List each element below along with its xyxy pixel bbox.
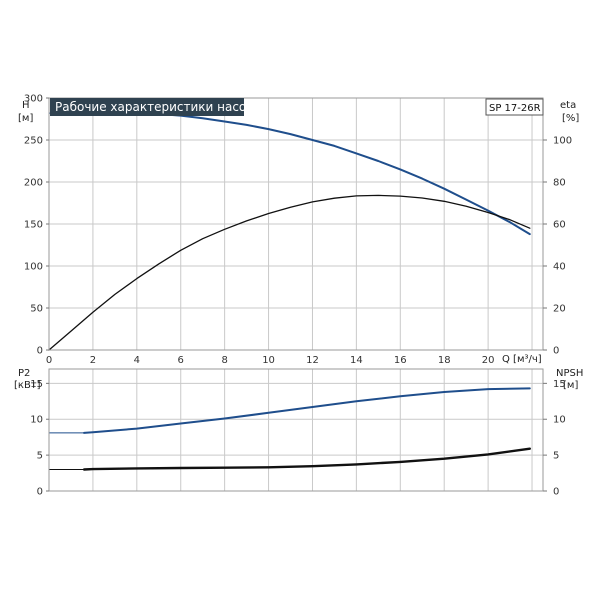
bottom-left-axis-label: P2 — [18, 368, 30, 379]
y-left-tick-label: 250 — [24, 136, 43, 147]
x-tick-label: 8 — [221, 355, 227, 366]
chart-title: Рабочие характеристики насоса — [55, 100, 260, 114]
y-left-tick-label: 0 — [37, 487, 43, 498]
left-axis-series-line — [83, 387, 531, 434]
y-right-tick-label: 0 — [553, 487, 559, 498]
y-right-tick-label: 0 — [553, 346, 559, 357]
top-left-axis-unit: [м] — [18, 113, 33, 124]
y-right-tick-label: 10 — [553, 415, 566, 426]
y-right-tick-label: 20 — [553, 304, 566, 315]
x-tick-label: 16 — [394, 355, 407, 366]
series-layer — [48, 111, 531, 471]
x-tick-label: 2 — [90, 355, 96, 366]
y-left-tick-label: 50 — [30, 304, 43, 315]
y-left-tick-label: 300 — [24, 94, 43, 105]
grid-layer — [49, 97, 543, 491]
x-tick-label: 10 — [262, 355, 275, 366]
x-tick-label: 4 — [134, 355, 140, 366]
y-right-tick-label: 40 — [553, 262, 566, 273]
y-left-tick-label: 15 — [30, 379, 43, 390]
y-left-tick-label: 5 — [37, 451, 43, 462]
x-tick-label: 12 — [306, 355, 319, 366]
plot-frame — [48, 368, 544, 492]
model-label-box — [485, 98, 544, 116]
x-tick-label: 18 — [438, 355, 451, 366]
x-tick-label: 14 — [350, 355, 363, 366]
y-right-tick-label: 5 — [553, 451, 559, 462]
right-axis-series-line — [82, 447, 531, 471]
x-tick-label: 0 — [46, 355, 52, 366]
model-label: SP 17-26R — [489, 103, 541, 114]
y-right-tick-label: 60 — [553, 220, 566, 231]
y-left-tick-label: 100 — [24, 262, 43, 273]
bottom-right-axis-label: NPSH — [556, 368, 583, 379]
y-left-tick-label: 0 — [37, 346, 43, 357]
bottom-right-axis-unit: [м] — [563, 380, 578, 391]
top-right-axis-unit: [%] — [562, 113, 579, 124]
right-axis-series-line — [48, 194, 531, 351]
y-left-tick-label: 150 — [24, 220, 43, 231]
x-axis-label: Q [м³/ч] — [502, 354, 542, 365]
bottom-left-axis-unit: [кВт] — [14, 380, 41, 391]
y-right-tick-label: 80 — [553, 178, 566, 189]
y-left-tick-label: 200 — [24, 178, 43, 189]
left-axis-series-line — [83, 111, 531, 236]
chart-title-box — [50, 98, 244, 116]
y-right-tick-label: 100 — [553, 136, 572, 147]
frame-layer — [48, 97, 544, 492]
y-right-tick-label: 15 — [553, 379, 566, 390]
x-tick-label: 20 — [482, 355, 495, 366]
top-left-axis-label: H — [22, 100, 30, 111]
y-left-tick-label: 10 — [30, 415, 43, 426]
x-tick-label: 6 — [178, 355, 184, 366]
top-right-axis-label: eta — [560, 100, 576, 111]
